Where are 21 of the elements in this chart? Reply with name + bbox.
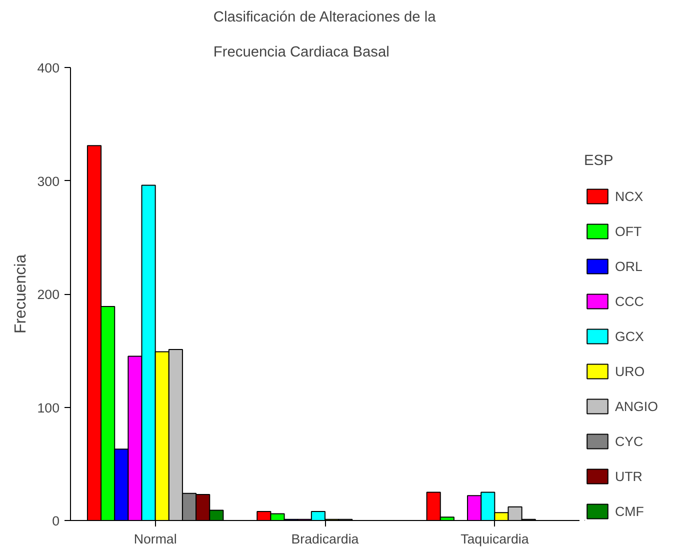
y-tick-label: 0 bbox=[52, 514, 60, 528]
legend-label: NCX bbox=[615, 188, 644, 204]
legend-label: ANGIO bbox=[615, 398, 658, 414]
legend-label: URO bbox=[615, 364, 645, 378]
y-tick-label: 200 bbox=[37, 287, 60, 302]
chart-title: Clasificación de Alteraciones de la Frecuencia Cardiaca Basal bbox=[213, 9, 436, 60]
y-tick-label: 100 bbox=[37, 400, 60, 416]
legend-title: ESP bbox=[584, 153, 614, 169]
legend-label: CMF bbox=[615, 504, 644, 518]
y-tick-label: 400 bbox=[37, 60, 60, 76]
x-tick-label: Bradicardia bbox=[291, 532, 360, 546]
legend-label: CYC bbox=[615, 434, 644, 448]
legend-label: OFT bbox=[615, 224, 642, 238]
legend-label: UTR bbox=[615, 468, 642, 484]
x-tick-label: Taquicardia bbox=[460, 532, 530, 546]
legend-label: GCX bbox=[615, 328, 644, 344]
legend-label: CCC bbox=[615, 294, 644, 308]
y-tick-label: 300 bbox=[37, 174, 60, 189]
y-axis-title: Frecuencia bbox=[12, 254, 30, 334]
legend-label: ORL bbox=[615, 258, 642, 274]
x-tick-label: Normal bbox=[134, 532, 177, 546]
